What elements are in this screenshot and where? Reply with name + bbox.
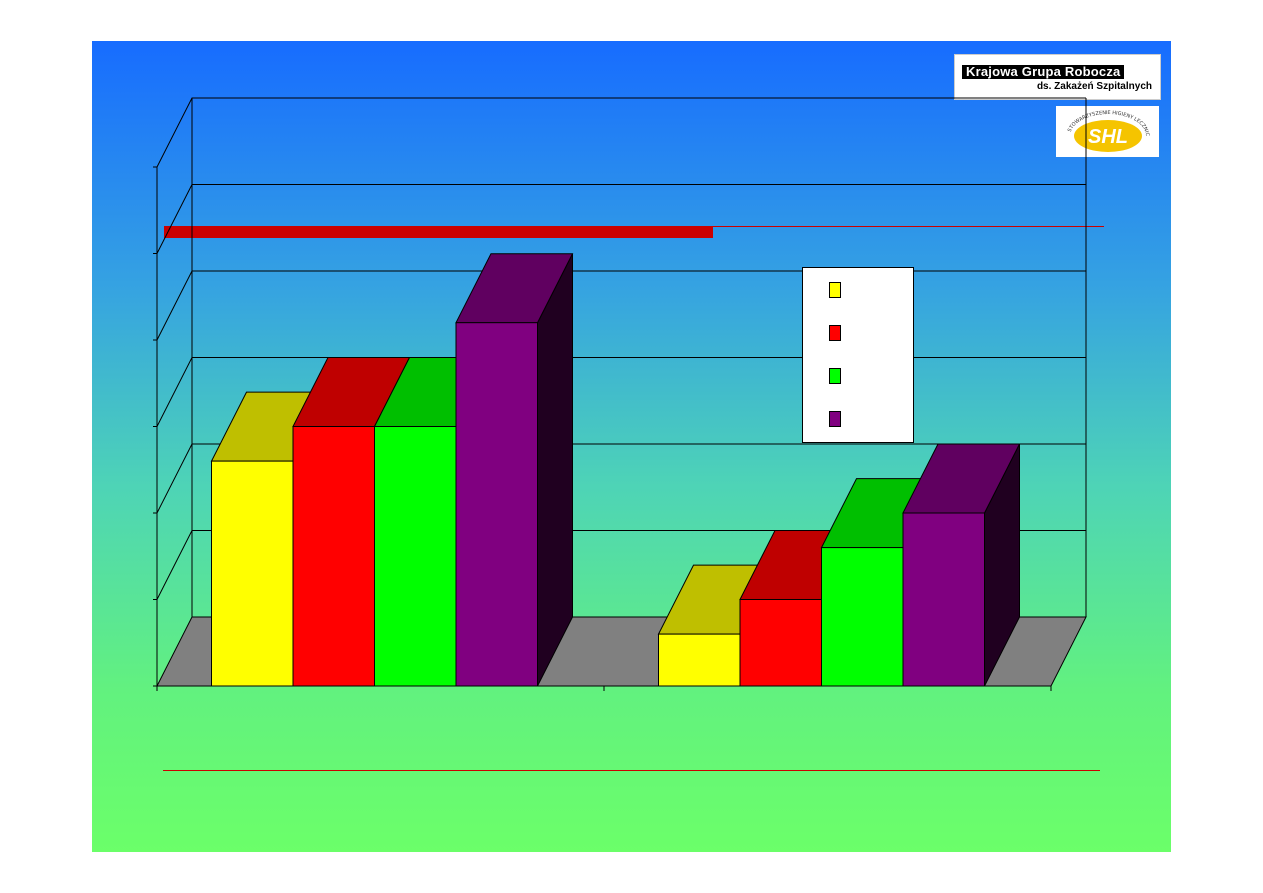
- bar: [292, 426, 375, 687]
- legend-swatch: [829, 325, 841, 341]
- bar-chart: [153, 97, 1087, 691]
- bar: [821, 547, 904, 687]
- bar: [658, 633, 741, 687]
- krajowa-logo-line2: ds. Zakażeń Szpitalnych: [1036, 81, 1152, 92]
- gridline: [156, 184, 1086, 254]
- shl-logo: STOWARZYSZENIE HIGIENY LECZNICTWA SHL: [1056, 106, 1159, 157]
- krajowa-logo-line1: Krajowa Grupa Robocza: [962, 65, 1125, 79]
- bar-side: [537, 253, 573, 687]
- gridline: [156, 357, 1086, 427]
- legend-swatch: [829, 411, 841, 427]
- title-underline-bar: [164, 226, 713, 238]
- bar: [902, 512, 985, 687]
- footer-divider-line: [163, 770, 1100, 771]
- bar: [455, 322, 538, 687]
- slide: Krajowa Grupa Robocza ds. Zakażeń Szpita…: [92, 41, 1171, 852]
- gridline: [156, 443, 1086, 514]
- bar: [374, 426, 457, 687]
- shl-logo-graphic: STOWARZYSZENIE HIGIENY LECZNICTWA SHL: [1056, 106, 1150, 152]
- gridline: [156, 97, 1086, 168]
- title-divider-line: [713, 226, 1104, 227]
- legend-swatch: [829, 368, 841, 384]
- bar: [211, 460, 294, 687]
- legend-swatch: [829, 282, 841, 298]
- krajowa-grupa-logo: Krajowa Grupa Robocza ds. Zakażeń Szpita…: [954, 54, 1161, 100]
- gridline: [156, 270, 1086, 341]
- bar: [739, 599, 822, 687]
- shl-text: SHL: [1088, 126, 1128, 148]
- chart-legend: [802, 267, 914, 443]
